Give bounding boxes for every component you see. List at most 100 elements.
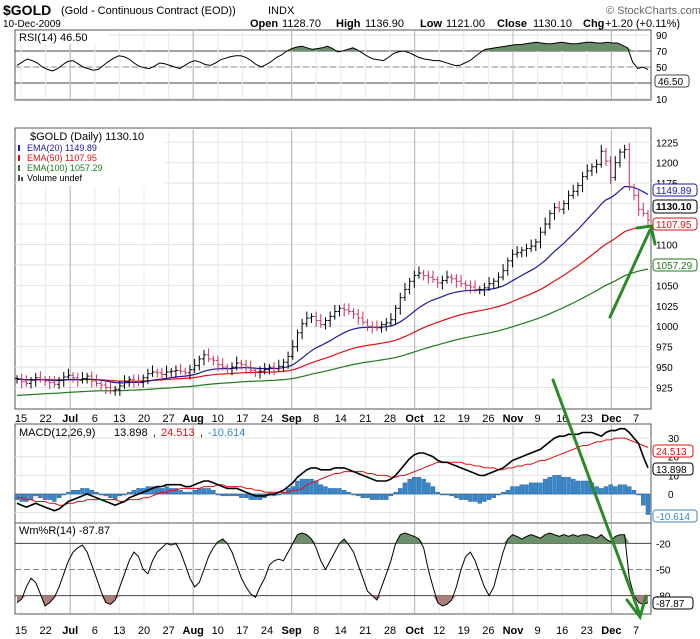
macd-signal-line xyxy=(17,437,649,506)
high-value: 1136.90 xyxy=(365,18,404,30)
ohlc-bar xyxy=(421,269,426,281)
ohlc-bar xyxy=(538,227,543,249)
ema20-price-label-box xyxy=(652,183,698,197)
macd-hist-bar xyxy=(178,490,183,495)
ohlc-bar xyxy=(571,184,576,199)
signal-value-label: 24.513 xyxy=(656,447,687,458)
ohlc-bar xyxy=(38,371,43,383)
macd-hist-bar xyxy=(239,493,244,498)
ohlc-bar xyxy=(346,303,351,315)
macd-hist-bar xyxy=(374,493,380,500)
price-y-tick: 1025 xyxy=(656,302,679,313)
ohlc-bar xyxy=(557,201,562,213)
macd-value-label-box xyxy=(652,462,694,476)
ohlc-bar xyxy=(295,329,300,352)
ohlc-bar xyxy=(589,163,594,176)
ohlc-bar xyxy=(529,239,534,252)
macd-hist-bar xyxy=(426,482,431,495)
macd-hist-bar xyxy=(276,493,281,496)
macd-hist-bar xyxy=(645,493,651,515)
ohlc-bar xyxy=(71,372,76,383)
ohlc-bar xyxy=(585,164,590,180)
macd-hist-bar xyxy=(360,493,366,498)
ohlc-bar xyxy=(603,147,608,166)
ohlc-bar xyxy=(547,210,552,229)
macd-value-label: 13.898 xyxy=(656,465,687,476)
wmr-y-tick: -20 xyxy=(656,539,671,550)
ohlc-bar xyxy=(230,362,235,376)
macd-hist-bar xyxy=(542,478,548,495)
ohlc-bar xyxy=(617,148,622,168)
macd-hist-bar xyxy=(173,488,179,495)
macd-hist-bar xyxy=(159,488,165,495)
date-tick: 14 xyxy=(335,413,347,425)
ohlc-bar xyxy=(304,311,309,328)
macd-hist-bar xyxy=(24,493,29,502)
open-label: Open xyxy=(250,18,278,30)
macd-hist-bar xyxy=(500,491,506,495)
ohlc-bar xyxy=(379,321,384,333)
ohlc-bar xyxy=(482,282,487,296)
ohlc-bar xyxy=(398,292,403,315)
macd-hist-bar xyxy=(192,490,197,495)
ohlc-bar xyxy=(515,246,520,258)
macd-hist-bar xyxy=(566,477,571,495)
ohlc-bar xyxy=(220,358,225,371)
ema100-price-label-box xyxy=(652,258,698,272)
date-tick: Oct xyxy=(405,413,424,425)
wmr-title: Wm%R(14) -87.87 xyxy=(19,525,110,537)
macd-hist-bar xyxy=(206,488,211,495)
date-tick: 10 xyxy=(212,625,224,637)
ohlc-bar xyxy=(215,355,220,372)
macd-hist-bar xyxy=(407,478,412,495)
date-tick: 26 xyxy=(482,413,494,425)
macd-y-tick: 20 xyxy=(668,453,680,464)
date-tick: 12 xyxy=(433,625,445,637)
date-tick: 24 xyxy=(261,625,273,637)
ohlc-bar xyxy=(510,249,515,268)
ohlc-bar xyxy=(365,318,370,332)
macd-hist-bar xyxy=(379,493,384,500)
ohlc-bar xyxy=(206,348,211,363)
ohlc-bar xyxy=(183,367,188,378)
macd-hist-bar xyxy=(70,490,76,495)
ohlc-bar xyxy=(262,363,267,375)
ohlc-bar xyxy=(286,351,291,369)
macd-hist-bar xyxy=(80,488,85,495)
date-tick: 12 xyxy=(433,413,445,425)
rsi-y-tick: 10 xyxy=(656,95,668,106)
price-y-tick: 1100 xyxy=(656,240,678,251)
ohlc-bar xyxy=(248,360,253,374)
macd-hist-bar xyxy=(150,486,155,495)
svg-text:,: , xyxy=(200,427,203,439)
macd-hist-bar xyxy=(608,484,613,495)
date-tick: Aug xyxy=(183,625,204,637)
symbol: $GOLD xyxy=(3,2,51,18)
ohlc-bar xyxy=(613,156,618,181)
ohlc-bar xyxy=(552,202,557,220)
date-tick: 24 xyxy=(261,413,273,425)
date-tick: 27 xyxy=(162,413,174,425)
ohlc-bar xyxy=(491,277,496,289)
date-tick: 15 xyxy=(15,625,27,637)
legend-bg xyxy=(17,129,165,186)
ohlc-bar xyxy=(103,380,108,395)
legend-ema100: EMA(100) 1057.29 xyxy=(27,163,103,173)
macd-hist-bar xyxy=(402,482,408,495)
macd-hist-bar xyxy=(416,477,422,495)
ohlc-bar xyxy=(113,385,118,396)
macd-hist-bar xyxy=(384,493,389,500)
wmr-title-bg xyxy=(17,524,133,537)
date-tick: 28 xyxy=(384,625,396,637)
macd-hist-bar xyxy=(631,490,637,495)
ohlc-bar xyxy=(192,358,197,373)
symbol-name: (Gold - Continuous Contract (EOD)) xyxy=(61,5,236,17)
date-tick: 21 xyxy=(359,625,371,637)
date-tick: Nov xyxy=(503,625,525,637)
macd-hist-bar xyxy=(108,493,113,498)
macd-hist-bar xyxy=(468,493,473,502)
ohlc-bar xyxy=(99,380,104,391)
macd-hist-bar xyxy=(538,482,543,495)
ohlc-bar xyxy=(276,359,281,373)
